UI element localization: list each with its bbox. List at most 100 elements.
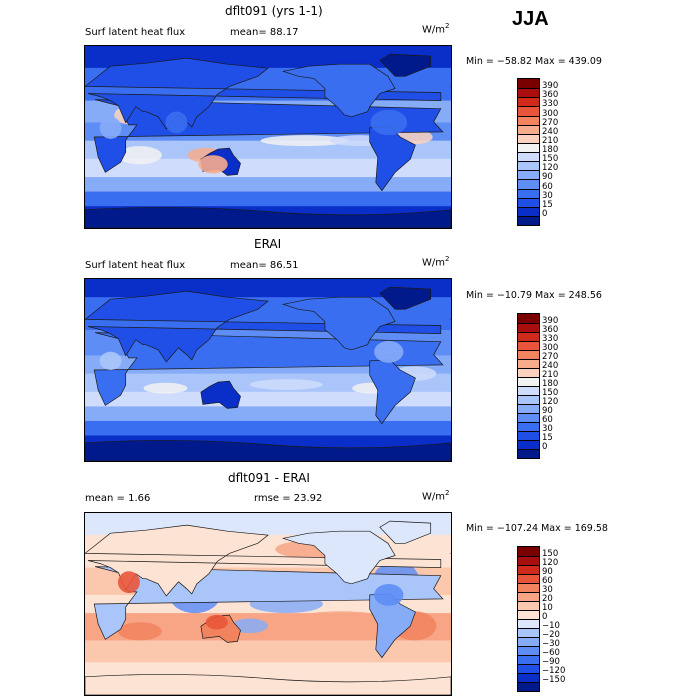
colorbar-tick-label: 360 [542, 90, 558, 100]
land-field-blob [206, 615, 228, 630]
land-field-blob [100, 117, 122, 139]
colorbar-swatch [518, 143, 539, 152]
season-label: JJA [512, 8, 549, 31]
colorbar-swatch [518, 431, 539, 440]
panel1-mean: mean= 88.17 [230, 27, 299, 38]
colorbar-swatch [518, 646, 539, 655]
colorbar-tick-label: 0 [542, 209, 547, 219]
colorbar-swatch [518, 628, 539, 637]
colorbar-swatch [518, 314, 539, 323]
colorbar-tick-label: 120 [542, 163, 558, 173]
ocean-band [85, 421, 451, 436]
colorbar-tick-label: 330 [542, 334, 558, 344]
panel3-title: dflt091 - ERAI [228, 471, 310, 485]
colorbar-tick-label: 210 [542, 370, 558, 380]
colorbar-swatch [518, 574, 539, 583]
panel2-mean: mean= 86.51 [230, 260, 299, 271]
colorbar-swatch [518, 179, 539, 188]
colorbar-swatch [518, 161, 539, 170]
colorbar-swatch [518, 152, 539, 161]
colorbar-swatch [518, 377, 539, 386]
colorbar-tick-label: 15 [542, 433, 553, 443]
map-canvas [85, 513, 451, 695]
colorbar-swatch [518, 619, 539, 628]
ocean-band [85, 177, 451, 192]
colorbar-tick-label: 30 [542, 424, 553, 434]
panel3-mean: mean = 1.66 [85, 493, 150, 504]
panel2-title: ERAI [254, 237, 281, 251]
colorbar-swatch [518, 664, 539, 673]
colorbar-tick-label: 0 [542, 612, 547, 622]
colorbar-tick-label: 15 [542, 200, 553, 210]
colorbar-swatch [518, 556, 539, 565]
colorbar-tick-label: 30 [542, 585, 553, 595]
field-blob [144, 383, 188, 394]
colorbar-tick-label: 360 [542, 325, 558, 335]
colorbar-tick-label: 150 [542, 154, 558, 164]
colorbar-swatch [518, 170, 539, 179]
map-canvas [85, 46, 451, 228]
field-blob [118, 622, 162, 640]
colorbar-tick-label: 270 [542, 352, 558, 362]
colorbar-tick-label: 390 [542, 81, 558, 91]
colorbar-tick-label: 90 [542, 406, 553, 416]
panel1-minmax: Min = −58.82 Max = 439.09 [466, 56, 602, 67]
colorbar-swatch [518, 207, 539, 216]
colorbar-swatch [518, 97, 539, 106]
colorbar-tick-label: 330 [542, 99, 558, 109]
colorbar-tick-label: 300 [542, 109, 558, 119]
colorbar-swatch [518, 395, 539, 404]
colorbar-tick-label: 180 [542, 379, 558, 389]
colorbar-tick-label: −30 [542, 639, 560, 649]
panel1-title: dflt091 (yrs 1-1) [225, 4, 323, 18]
colorbar-swatch [518, 79, 539, 88]
panel3-map [84, 512, 452, 696]
colorbar-swatch [518, 547, 539, 556]
colorbar-tick-label: −60 [542, 648, 560, 658]
colorbar-swatch [518, 637, 539, 646]
colorbar-swatch [518, 359, 539, 368]
field-blob [250, 379, 323, 390]
colorbar-tick-label: 90 [542, 567, 553, 577]
colorbar-tick-label: 10 [542, 603, 553, 613]
ocean-band [85, 640, 451, 662]
colorbar-tick-label: 270 [542, 118, 558, 128]
panel3-minmax: Min = −107.24 Max = 169.58 [466, 523, 608, 534]
colorbar-tick-label: 390 [542, 316, 558, 326]
colorbar-tick-label: 20 [542, 594, 553, 604]
colorbar-tick-label: 90 [542, 172, 553, 182]
colorbar-swatch [518, 323, 539, 332]
panel2-colorbar [517, 313, 540, 459]
colorbar-swatch [518, 216, 539, 225]
colorbar-tick-label: 180 [542, 145, 558, 155]
panel3-rmse: rmse = 23.92 [254, 493, 322, 504]
panel3-units: W/m2 [422, 489, 449, 502]
colorbar-swatch [518, 341, 539, 350]
colorbar-swatch [518, 386, 539, 395]
panel3-colorbar [517, 546, 540, 692]
panel2-map [84, 278, 452, 462]
colorbar-swatch [518, 422, 539, 431]
colorbar-swatch [518, 413, 539, 422]
colorbar-swatch [518, 673, 539, 682]
colorbar-tick-label: −10 [542, 621, 560, 631]
colorbar-swatch [518, 116, 539, 125]
colorbar-swatch [518, 565, 539, 574]
colorbar-swatch [518, 106, 539, 115]
colorbar-swatch [518, 368, 539, 377]
colorbar-tick-label: 60 [542, 415, 553, 425]
ocean-band [85, 192, 451, 207]
colorbar-swatch [518, 610, 539, 619]
colorbar-tick-label: 150 [542, 388, 558, 398]
colorbar-swatch [518, 189, 539, 198]
colorbar-tick-label: 300 [542, 343, 558, 353]
colorbar-tick-label: 60 [542, 576, 553, 586]
colorbar-swatch [518, 682, 539, 691]
colorbar-swatch [518, 655, 539, 664]
colorbar-swatch [518, 404, 539, 413]
colorbar-tick-label: 150 [542, 549, 558, 559]
colorbar-tick-label: 60 [542, 182, 553, 192]
land-field-blob [166, 112, 188, 134]
colorbar-swatch [518, 332, 539, 341]
colorbar-tick-label: 240 [542, 127, 558, 137]
